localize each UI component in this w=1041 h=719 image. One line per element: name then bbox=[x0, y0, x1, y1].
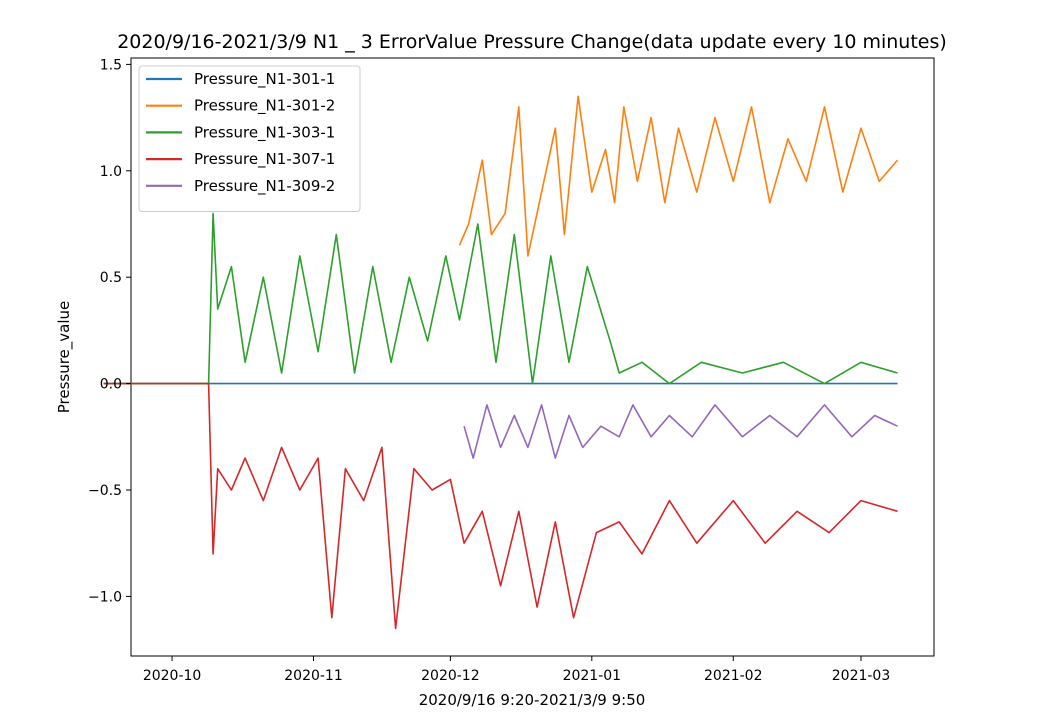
series-line-2 bbox=[458, 95, 899, 257]
series-layer bbox=[103, 95, 899, 630]
legend-frame bbox=[138, 65, 361, 212]
x-tick-label: 2021-01 bbox=[563, 668, 622, 684]
y-tick-label: 0.0 bbox=[100, 377, 122, 393]
chart-title: 2020/9/16-2021/3/9 N1 _ 3 ErrorValue Pre… bbox=[117, 31, 947, 53]
series-line-4 bbox=[103, 382, 898, 630]
series-line-3 bbox=[103, 212, 898, 385]
series-line-5 bbox=[463, 404, 898, 459]
y-tick-label: 1.5 bbox=[100, 57, 122, 73]
y-tick-label: 0.5 bbox=[100, 270, 122, 286]
x-tick-label: 2020-10 bbox=[143, 668, 202, 684]
legend-label: Pressure_N1-307-1 bbox=[194, 150, 335, 169]
axes-frame bbox=[130, 57, 935, 657]
plot-area bbox=[103, 57, 935, 657]
x-tick-label: 2020-12 bbox=[421, 668, 480, 684]
y-tick-label: −0.5 bbox=[88, 483, 122, 499]
x-axis: 2020-10 2020-11 2020-12 2021-01 2021-02 2021-… bbox=[143, 656, 890, 684]
legend-label: Pressure_N1-301-1 bbox=[194, 70, 335, 89]
y-axis-label: Pressure_value bbox=[55, 301, 74, 414]
y-tick-label: −1.0 bbox=[88, 589, 122, 605]
legend: Pressure_N1-301-1 Pressure_N1-301-2 Pressu… bbox=[138, 65, 361, 212]
legend-label: Pressure_N1-301-2 bbox=[194, 97, 335, 116]
legend-label: Pressure_N1-309-2 bbox=[194, 177, 335, 196]
x-tick-label: 2021-03 bbox=[832, 668, 891, 684]
legend-label: Pressure_N1-303-1 bbox=[194, 123, 335, 142]
y-tick-label: 1.0 bbox=[100, 164, 122, 180]
y-axis: 1.5 1.0 0.5 0.0 −0.5 −1.0 bbox=[88, 57, 131, 605]
x-tick-label: 2021-02 bbox=[704, 668, 763, 684]
x-axis-label: 2020/9/16 9:20-2021/3/9 9:50 bbox=[419, 691, 646, 709]
x-tick-label: 2020-11 bbox=[284, 668, 343, 684]
